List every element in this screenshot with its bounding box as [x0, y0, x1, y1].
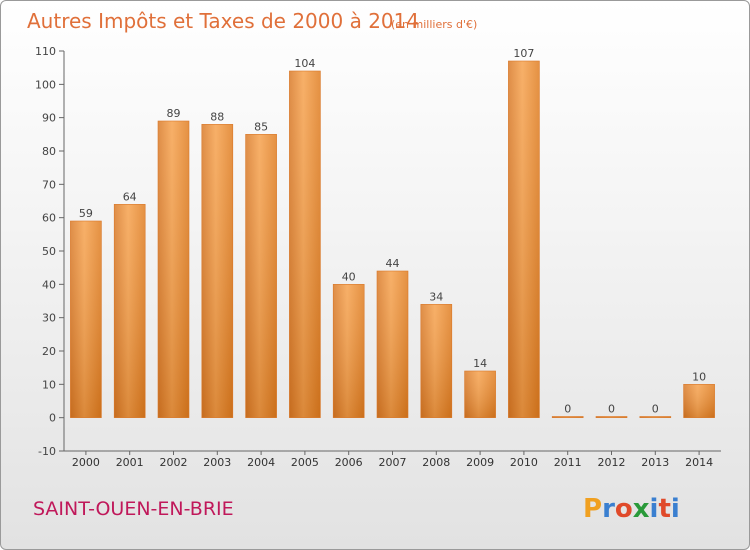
y-tick-label: 50 — [42, 245, 56, 258]
proxiti-logo: Proxiti — [583, 494, 680, 524]
bar-shade — [508, 61, 540, 418]
data-label: 10 — [692, 370, 706, 383]
x-tick-label: 2005 — [291, 456, 319, 469]
logo-letter: P — [583, 494, 602, 524]
y-tick-label: 90 — [42, 112, 56, 125]
logo-letter: r — [602, 494, 615, 524]
x-tick-label: 2014 — [685, 456, 713, 469]
bars: 59 64 89 88 85 104 40 44 34 14 107 0 0 0 10 — [70, 47, 715, 418]
x-tick-label: 2011 — [554, 456, 582, 469]
y-tick-label: -10 — [38, 445, 56, 458]
y-tick-label: 70 — [42, 178, 56, 191]
bar-shade — [552, 416, 584, 418]
bar-shade — [201, 124, 233, 418]
x-tick-label: 2009 — [466, 456, 494, 469]
logo-letter: x — [633, 494, 650, 524]
data-label: 88 — [210, 110, 224, 123]
x-tick-label: 2006 — [335, 456, 363, 469]
x-tick-label: 2004 — [247, 456, 275, 469]
y-tick-label: 10 — [42, 378, 56, 391]
y-tick-label: 20 — [42, 345, 56, 358]
logo-letter: i — [650, 494, 659, 524]
bar-outline — [508, 60, 540, 418]
bar-shade — [596, 416, 627, 418]
bar-outline — [420, 304, 453, 418]
y-tick-label: 0 — [49, 412, 56, 425]
bar-outline — [113, 204, 146, 418]
data-label: 104 — [294, 57, 315, 70]
data-label: 64 — [123, 190, 137, 203]
bar-outline — [464, 370, 496, 418]
x-tick-label: 2012 — [598, 456, 626, 469]
x-tick-label: 2001 — [116, 456, 144, 469]
y-tick-label: 100 — [35, 78, 56, 91]
x-tick-label: 2013 — [641, 456, 669, 469]
data-label: 59 — [79, 207, 93, 220]
data-label: 34 — [429, 290, 443, 303]
bar-shade — [377, 271, 408, 418]
bar-shade — [420, 304, 452, 418]
bar-outline — [245, 134, 277, 418]
data-label: 40 — [342, 270, 356, 283]
x-tick-label: 2010 — [510, 456, 538, 469]
bar-outline — [70, 220, 102, 418]
data-label: 0 — [608, 402, 615, 415]
x-tick-label: 2000 — [72, 456, 100, 469]
bar-shade — [158, 121, 189, 418]
x-tick-label: 2003 — [203, 456, 231, 469]
logo-letter: t — [658, 494, 670, 524]
chart-unit: (en milliers d'€) — [391, 18, 477, 31]
y-tick-label: 40 — [42, 278, 56, 291]
bar-shade — [464, 371, 496, 418]
bar-shade — [683, 384, 715, 418]
data-label: 44 — [386, 257, 400, 270]
data-label: 85 — [254, 120, 268, 133]
bar-shade — [639, 416, 671, 418]
bar-outline — [332, 284, 365, 418]
bar-shade — [114, 204, 146, 418]
y-tick-label: 110 — [35, 45, 56, 58]
town-name: SAINT-OUEN-EN-BRIE — [33, 498, 234, 520]
bar-shade — [70, 221, 102, 418]
y-tick-label: 30 — [42, 312, 56, 325]
logo-letter: i — [671, 494, 680, 524]
y-tick-label: 80 — [42, 145, 56, 158]
bar-outline — [683, 384, 715, 418]
bar-outline — [595, 416, 628, 418]
logo-letter: o — [615, 494, 633, 524]
chart-title: Autres Impôts et Taxes de 2000 à 2014 — [27, 9, 419, 33]
y-tick-label: 60 — [42, 212, 56, 225]
bar-shade — [245, 134, 277, 418]
bar-outline — [639, 416, 672, 418]
x-tick-label: 2008 — [422, 456, 450, 469]
x-tick-label: 2007 — [379, 456, 407, 469]
data-label: 0 — [652, 402, 659, 415]
bar-outline — [289, 70, 321, 418]
data-label: 0 — [564, 402, 571, 415]
data-label: 89 — [167, 107, 181, 120]
bar-outline — [376, 270, 409, 418]
data-label: 107 — [513, 47, 534, 60]
bar-shade — [289, 71, 321, 418]
data-label: 14 — [473, 357, 487, 370]
bar-shade — [333, 284, 365, 418]
bar-outline — [201, 124, 234, 418]
bar-outline — [551, 416, 584, 418]
x-tick-label: 2002 — [160, 456, 188, 469]
bar-outline — [157, 120, 190, 418]
